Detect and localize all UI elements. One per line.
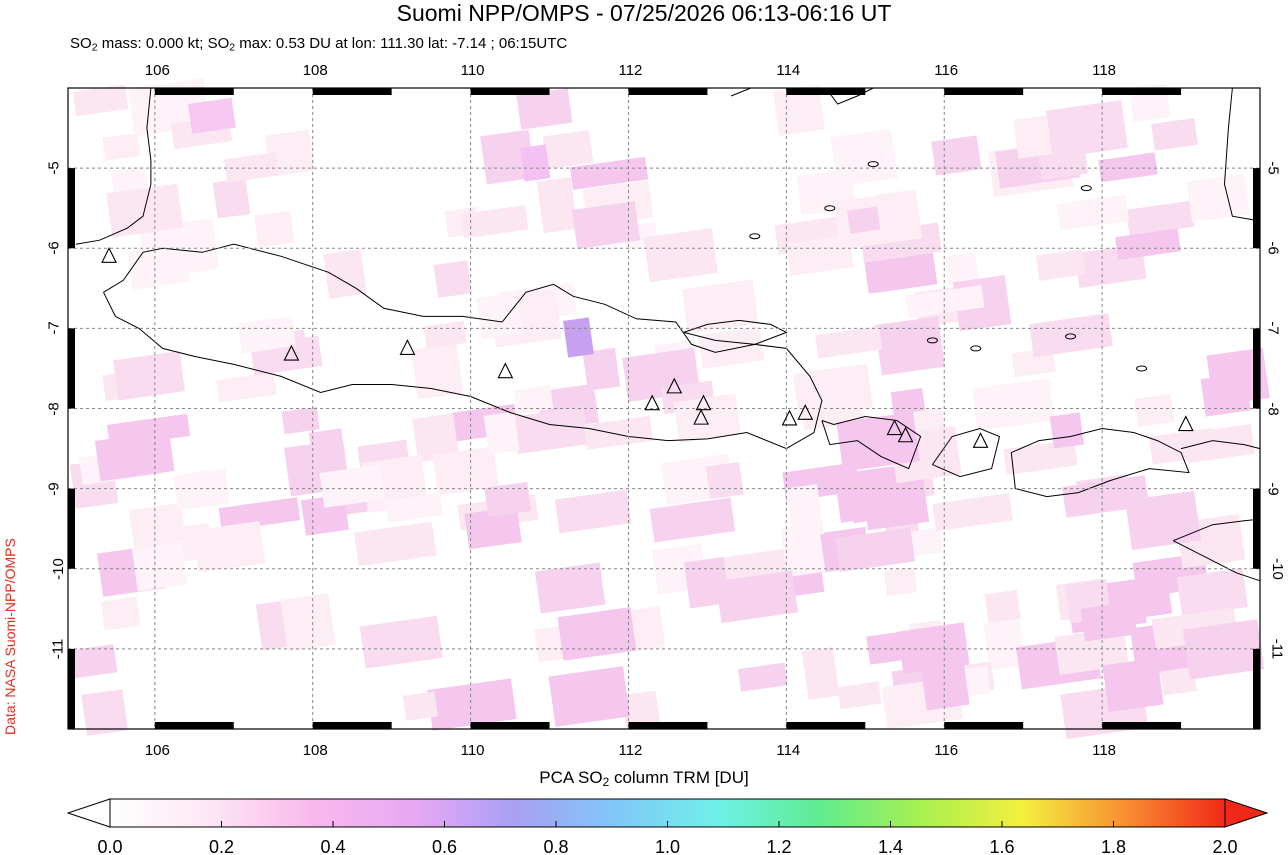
lat-tick-label-right: -7 [1264,321,1282,336]
colorbar-tick-label: 1.6 [989,837,1014,855]
map-frame [67,87,1261,730]
colorbar-tick-label: 1.0 [655,837,680,855]
volcano-icon [283,344,300,361]
lat-tick-label-left: -8 [45,401,63,416]
lon-tick-label-top: 110 [460,62,485,79]
lon-tick-label-top: 116 [934,62,959,79]
lat-tick-label-left: -9 [45,481,63,496]
lat-tick-label-right: -9 [1264,481,1282,496]
colorbar-tick-label: 0.4 [320,837,345,855]
colorbar-tick-label: 0.8 [543,837,568,855]
volcano-icon [897,426,914,443]
lon-tick-label-bottom: 118 [1092,742,1117,759]
colorbar-title: PCA SO2 column TRM [DU] [539,768,749,789]
volcano-icon [1177,415,1194,432]
plot-subtitle: SO2 mass: 0.000 kt; SO2 max: 0.53 DU at … [70,35,568,54]
lon-tick-label-top: 112 [618,62,643,79]
lat-tick-label-left: -6 [45,241,63,255]
lat-tick-label-left: -11 [49,638,67,660]
lat-tick-label-left: -7 [45,321,63,336]
colorbar-tick-label: 0.2 [209,837,234,855]
lon-tick-label-bottom: 116 [934,742,959,759]
lat-tick-label-right: -5 [1264,161,1282,175]
colorbar-tick-label: 1.8 [1101,837,1126,855]
volcano-icon [101,247,117,263]
plot-title: Suomi NPP/OMPS - 07/25/2026 06:13-06:16 … [396,0,892,26]
gridlines [68,88,1260,729]
so2-map [67,78,1270,740]
lat-tick-label-right: -11 [1268,638,1286,660]
volcano-icon [886,419,903,436]
lon-tick-label-bottom: 106 [144,742,170,759]
volcano-icon [693,408,709,425]
coastlines [75,87,1261,582]
lon-tick-label-bottom: 110 [460,742,485,759]
volcano-icon [666,377,683,394]
lat-tick-label-left: -5 [45,161,63,175]
colorbar-tick-label: 1.2 [766,837,791,855]
colorbar-tick-label: 0.0 [97,837,122,855]
lon-tick-label-top: 118 [1092,62,1117,79]
colorbar-tick-label: 0.6 [432,837,457,855]
lon-tick-label-bottom: 108 [302,742,328,759]
lat-tick-label-right: -8 [1264,401,1282,416]
volcano-icon [497,362,514,379]
lat-tick-label-left: -10 [49,557,67,580]
volcano-icon [644,394,661,411]
lon-tick-label-bottom: 112 [618,742,643,759]
volcano-icon [399,339,416,355]
lat-tick-label-right: -10 [1268,557,1286,580]
colorbar-gradient [109,798,1226,828]
volcano-icon [695,394,712,411]
colorbar-tick-label: 2.0 [1212,837,1237,855]
volcano-markers [101,247,1194,448]
lon-tick-label-top: 108 [302,62,328,79]
volcano-icon [781,409,798,426]
lat-tick-label-right: -6 [1264,241,1282,255]
lon-tick-label-top: 106 [144,62,170,79]
colorbar-max-arrow [1224,798,1269,828]
volcano-icon [972,432,989,448]
lon-tick-label-bottom: 114 [776,742,801,759]
colorbar-tick-label: 1.4 [878,837,903,855]
volcano-icon [797,404,814,420]
lon-tick-label-top: 114 [776,62,801,79]
colorbar-min-arrow [66,798,111,828]
